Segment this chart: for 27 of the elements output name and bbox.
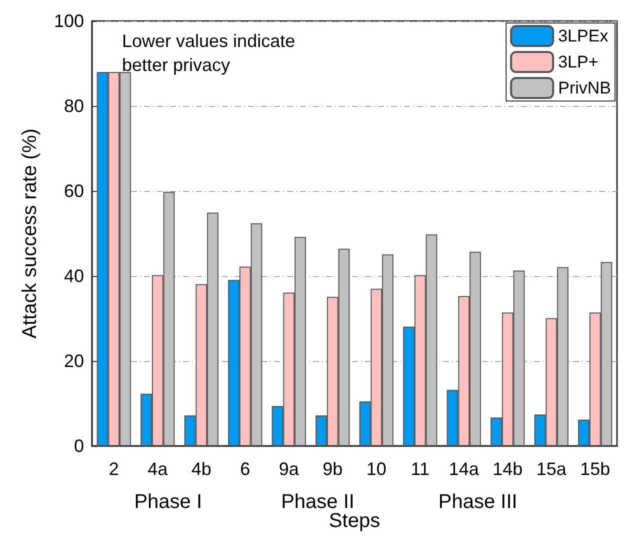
y-tick-label: 20 xyxy=(64,351,84,371)
x-tick-label: 11 xyxy=(410,459,430,479)
x-tick-label: 15b xyxy=(580,459,610,479)
y-tick-label: 60 xyxy=(64,181,84,201)
x-tick-label: 10 xyxy=(366,459,386,479)
y-tick-label: 100 xyxy=(54,11,84,31)
x-tick-label: 14a xyxy=(448,459,480,479)
x-tick-label: 9b xyxy=(322,459,343,479)
x-tick-label: 4a xyxy=(148,459,169,479)
x-tick-label: 4b xyxy=(191,459,212,479)
legend-label: PrivNB xyxy=(558,78,612,98)
y-tick-label: 40 xyxy=(64,266,84,286)
x-tick-label: 9a xyxy=(278,459,300,479)
legend-label: 3LPEx xyxy=(558,26,609,46)
x-tick-label: 14b xyxy=(492,459,523,479)
x-tick-label: 15a xyxy=(536,459,568,479)
annotation: Lower values indicate better privacy xyxy=(122,31,300,75)
text: Phase II xyxy=(281,491,354,513)
y-tick-label: 0 xyxy=(74,436,84,456)
y-tick-label: 80 xyxy=(64,96,84,116)
x-axis-title: Steps xyxy=(328,510,380,532)
x-tick-label: 6 xyxy=(240,459,250,479)
text: Phase I xyxy=(134,491,202,513)
y-axis-title: Attack success rate (%) xyxy=(19,128,41,339)
text: Phase III xyxy=(438,491,518,513)
x-tick-label: 2 xyxy=(108,459,119,479)
legend-label: 3LP+ xyxy=(558,52,598,72)
